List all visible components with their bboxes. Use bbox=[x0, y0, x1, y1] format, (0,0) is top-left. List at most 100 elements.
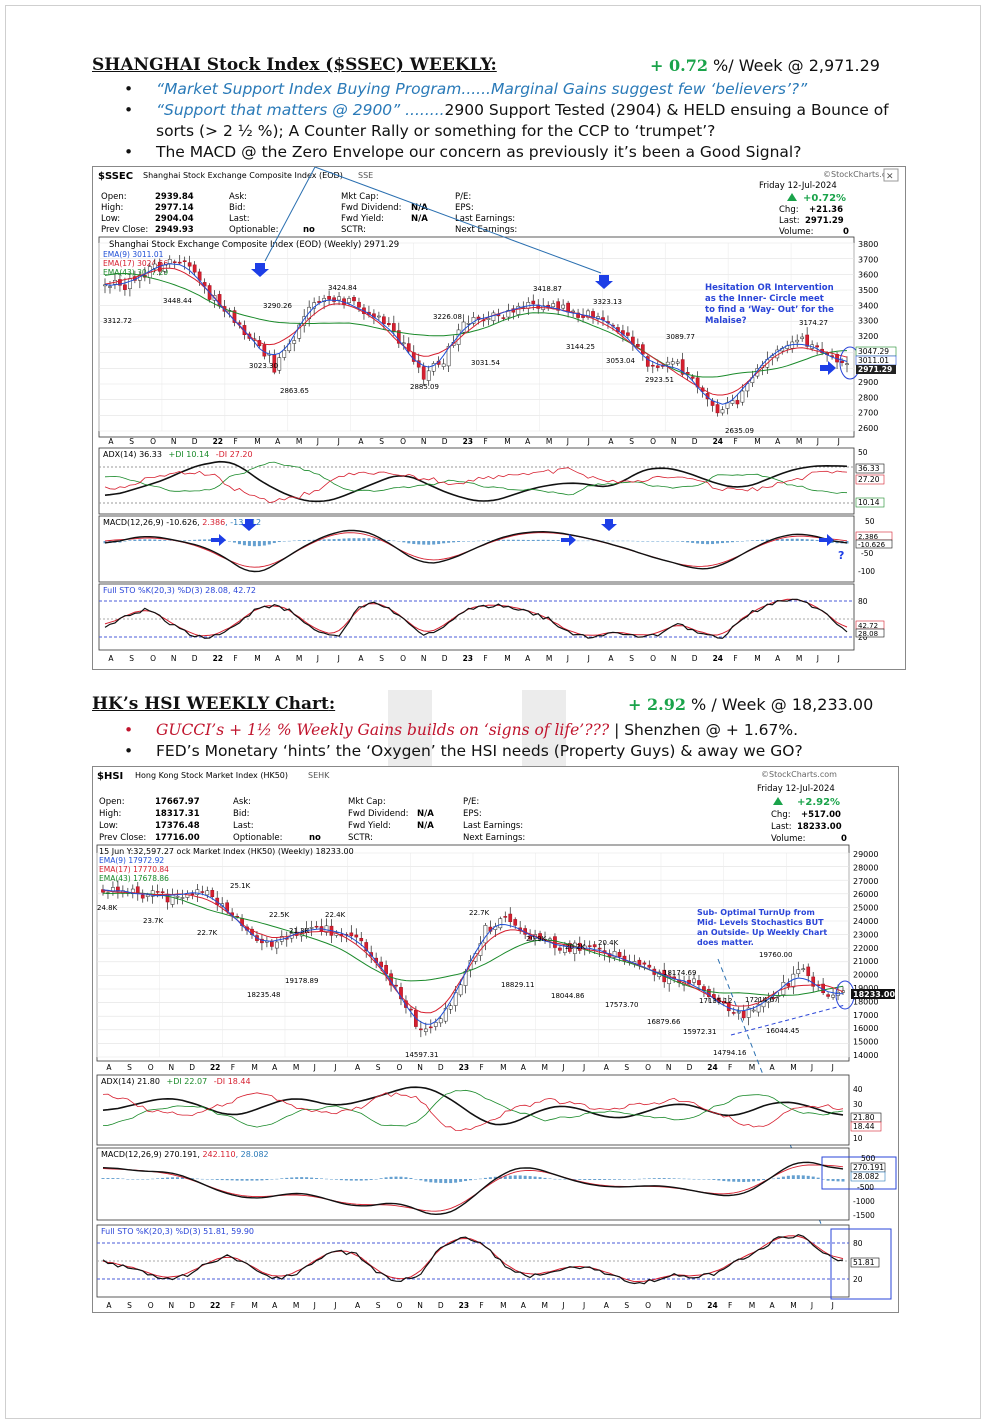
macd-hist-bar bbox=[312, 539, 316, 541]
candle-body bbox=[670, 361, 675, 365]
macd-hist-bar bbox=[384, 1177, 388, 1179]
adx-tag: 18.44 bbox=[853, 1122, 875, 1131]
month-tick-label: O bbox=[150, 437, 156, 446]
macd-hist-bar bbox=[402, 541, 406, 543]
macd-hist-bar bbox=[126, 1179, 130, 1180]
month-tick-label: S bbox=[127, 1301, 132, 1310]
quote-value: 2949.93 bbox=[155, 225, 194, 235]
macd-hist-bar bbox=[546, 539, 550, 541]
macd-hist-bar bbox=[324, 1178, 328, 1180]
price-right-tags: 3047.29 3011.01 2971.29 bbox=[855, 346, 897, 374]
macd-tag: 270.191 bbox=[853, 1163, 884, 1172]
candle-body bbox=[637, 959, 642, 966]
candle-body bbox=[466, 323, 471, 325]
sto-tag: 51.81 bbox=[853, 1258, 875, 1267]
chart-exchange: SEHK bbox=[308, 771, 330, 780]
month-tick-label: J bbox=[831, 1063, 834, 1072]
macd-hist-bar bbox=[613, 1179, 617, 1180]
macd-hist-bar bbox=[830, 541, 834, 544]
macd-hist-bar bbox=[409, 1177, 413, 1179]
month-tick-label: F bbox=[483, 654, 487, 663]
macd-hist-bar bbox=[322, 539, 326, 541]
month-tick-label: F bbox=[231, 1063, 235, 1072]
candle-body bbox=[735, 400, 740, 405]
down-arrow-icon bbox=[241, 519, 257, 531]
macd-hist-bar bbox=[106, 1178, 110, 1179]
candle-body bbox=[756, 1004, 761, 1013]
macd-hist-bar bbox=[131, 1179, 135, 1180]
macd-hist-bar bbox=[225, 1179, 229, 1181]
month-tick-label: A bbox=[358, 654, 364, 663]
candle-body bbox=[322, 298, 326, 302]
macd-hist-bar bbox=[642, 1178, 646, 1180]
macd-hist-bar bbox=[260, 1179, 264, 1181]
section-perf-hsi: + 2.92 % / Week @ 18,233.00 bbox=[628, 695, 874, 714]
price-legend: 15 Jun Y:32,597.27 ock Market Index (HK5… bbox=[99, 847, 354, 856]
ema-legend-item: EMA(43) 17678.86 bbox=[99, 874, 169, 883]
candle-body bbox=[751, 1009, 756, 1012]
macd-hist-bar bbox=[156, 1178, 160, 1179]
macd-hist-bar bbox=[576, 540, 580, 542]
candle-body bbox=[626, 332, 630, 336]
right-arrow-icon bbox=[820, 361, 836, 375]
macd-hist-bar bbox=[656, 541, 660, 542]
macd-hist-bar bbox=[449, 1179, 453, 1184]
macd-hist-bar bbox=[701, 541, 705, 544]
quote-value: 17667.97 bbox=[155, 797, 200, 807]
candle-body bbox=[314, 925, 319, 928]
candle-body bbox=[441, 363, 446, 367]
month-tick-label: N bbox=[169, 1063, 175, 1072]
month-tick-label: D bbox=[189, 1063, 195, 1072]
candle-body bbox=[746, 1007, 751, 1018]
chart-close-icon[interactable] bbox=[883, 168, 899, 182]
macd-tick: -50 bbox=[861, 549, 873, 558]
candle-body bbox=[354, 934, 359, 938]
candlestick-series bbox=[103, 255, 849, 417]
price-label: 3448.44 bbox=[163, 297, 192, 305]
quote-label: Chg: bbox=[771, 810, 791, 820]
quote-value: 2939.84 bbox=[155, 192, 194, 202]
candle-body bbox=[553, 936, 557, 948]
macd-hist-bar bbox=[180, 1177, 184, 1179]
y-tick-label: 27000 bbox=[853, 877, 878, 886]
macd-hist-bar bbox=[536, 539, 540, 541]
month-tick-label: S bbox=[376, 1063, 381, 1072]
candle-body bbox=[327, 296, 331, 300]
chart-name: Hong Kong Stock Market Index (HK50) bbox=[135, 771, 288, 780]
month-tick-label: O bbox=[650, 437, 656, 446]
macd-hist-bar bbox=[354, 1179, 358, 1181]
macd-hist-value: , -13.012 bbox=[225, 518, 261, 527]
month-tick-label: N bbox=[666, 1063, 672, 1072]
macd-hist-bar bbox=[806, 1175, 810, 1179]
candle-body bbox=[262, 344, 267, 357]
price-label: 22.7K bbox=[469, 909, 490, 917]
adx-tick: 40 bbox=[853, 1085, 863, 1094]
price-labels: 24.8K 23.7K 25.1K 22.7K 22.5K 21.3K 22.4… bbox=[97, 882, 799, 1059]
month-tick-label: A bbox=[608, 437, 614, 446]
quote-value: 18233.00 bbox=[797, 822, 842, 832]
month-tick-label: A bbox=[769, 1301, 775, 1310]
macd-hist-bar bbox=[760, 539, 764, 541]
candle-body bbox=[282, 349, 287, 358]
month-tick-label: J bbox=[313, 1301, 316, 1310]
month-tick-label: D bbox=[442, 654, 448, 663]
month-tick-label: M bbox=[749, 1301, 755, 1310]
month-tick-label: D bbox=[687, 1063, 693, 1072]
candle-body bbox=[597, 947, 602, 950]
month-tick-label: M bbox=[754, 654, 760, 663]
ema43-line bbox=[102, 892, 844, 997]
y-tick-label: 3800 bbox=[858, 240, 878, 249]
candle-body bbox=[195, 889, 200, 895]
month-tick-label: S bbox=[127, 1063, 132, 1072]
price-label: 2635.09 bbox=[725, 427, 754, 435]
macd-hist-bar bbox=[153, 539, 157, 541]
month-tick-label: 23 bbox=[463, 437, 473, 446]
candle-body bbox=[576, 312, 580, 318]
price-label: 17214.67 bbox=[745, 996, 778, 1004]
y-tick-label: 29000 bbox=[853, 850, 878, 859]
adx-tag: 36.33 bbox=[858, 464, 880, 473]
adx-tick: 30 bbox=[853, 1100, 863, 1109]
macd-hist-bar bbox=[161, 1177, 165, 1179]
month-tick-label: N bbox=[671, 654, 677, 663]
month-tick-label: M bbox=[293, 1063, 299, 1072]
